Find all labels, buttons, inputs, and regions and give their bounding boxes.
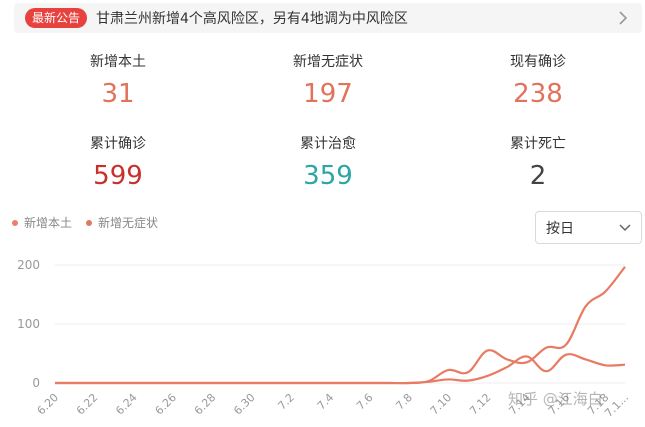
stat-current-confirmed: 现有确诊 238 [468, 52, 608, 112]
stat-label: 累计确诊 [90, 136, 146, 152]
legend-label: 新增本土 [24, 216, 73, 230]
x-tick-label: 6.28 [192, 391, 219, 418]
y-tick-label: 100 [17, 317, 40, 331]
x-tick-label: 7.6 [354, 391, 376, 413]
legend-dot [86, 219, 93, 226]
stat-total-deaths: 累计死亡 2 [468, 134, 608, 194]
stat-value: 31 [101, 79, 135, 109]
period-select[interactable]: 按日 [535, 211, 642, 244]
x-tick-label: 7.8 [393, 391, 415, 413]
notice-text[interactable]: 甘肃兰州新增4个高风险区，另有4地调为中风险区 [96, 11, 408, 27]
stat-value: 2 [529, 161, 547, 191]
stat-label: 累计治愈 [300, 136, 356, 152]
stat-label: 现有确诊 [510, 54, 566, 70]
period-select-value: 按日 [546, 220, 574, 237]
stat-value: 599 [93, 161, 143, 191]
stat-label: 累计死亡 [510, 136, 566, 152]
series-line-local [55, 353, 626, 385]
legend-item-asymptomatic[interactable]: 新增无症状 [86, 214, 158, 231]
y-tick-label: 200 [17, 258, 40, 272]
chart-legend: 新增本土 新增无症状 [12, 214, 172, 231]
x-tick-label: 7.10 [428, 391, 455, 418]
stat-label: 新增无症状 [293, 54, 363, 70]
stat-value: 359 [303, 161, 353, 191]
series-line-asymptomatic [55, 266, 626, 385]
watermark-text: 知乎 @江海白 [508, 390, 603, 408]
x-tick-label: 7.12 [467, 391, 494, 418]
legend-label: 新增无症状 [98, 216, 159, 230]
legend-item-local[interactable]: 新增本土 [12, 214, 72, 231]
x-tick-label: 6.20 [35, 391, 62, 418]
stat-label: 新增本土 [90, 54, 146, 70]
chevron-right-icon[interactable] [616, 10, 630, 26]
x-tick-label: 6.22 [74, 391, 101, 418]
x-tick-label: 7.4 [315, 391, 337, 413]
x-tick-label: 6.26 [153, 391, 180, 418]
y-tick-label: 0 [32, 376, 40, 390]
legend-dot [12, 219, 18, 226]
notice-bar[interactable]: 最新公告 甘肃兰州新增4个高风险区，另有4地调为中风险区 [14, 3, 642, 33]
stat-new-asymptomatic: 新增无症状 197 [258, 52, 398, 112]
x-tick-label: 6.24 [113, 391, 140, 418]
stat-value: 197 [303, 79, 353, 109]
stat-total-confirmed: 累计确诊 599 [48, 134, 188, 194]
trend-chart: 0 100 200 6.20 6.22 6.24 6.26 6.28 6.30 7.2 7.4 7.6… [17, 258, 631, 420]
stat-value: 238 [513, 79, 563, 109]
chevron-down-icon [619, 223, 631, 231]
x-tick-label: 7.2 [275, 391, 297, 413]
notice-badge: 最新公告 [25, 8, 88, 28]
stat-new-local: 新增本土 31 [48, 52, 188, 112]
stat-total-cured: 累计治愈 359 [258, 134, 398, 194]
x-tick-label: 6.30 [231, 391, 258, 418]
